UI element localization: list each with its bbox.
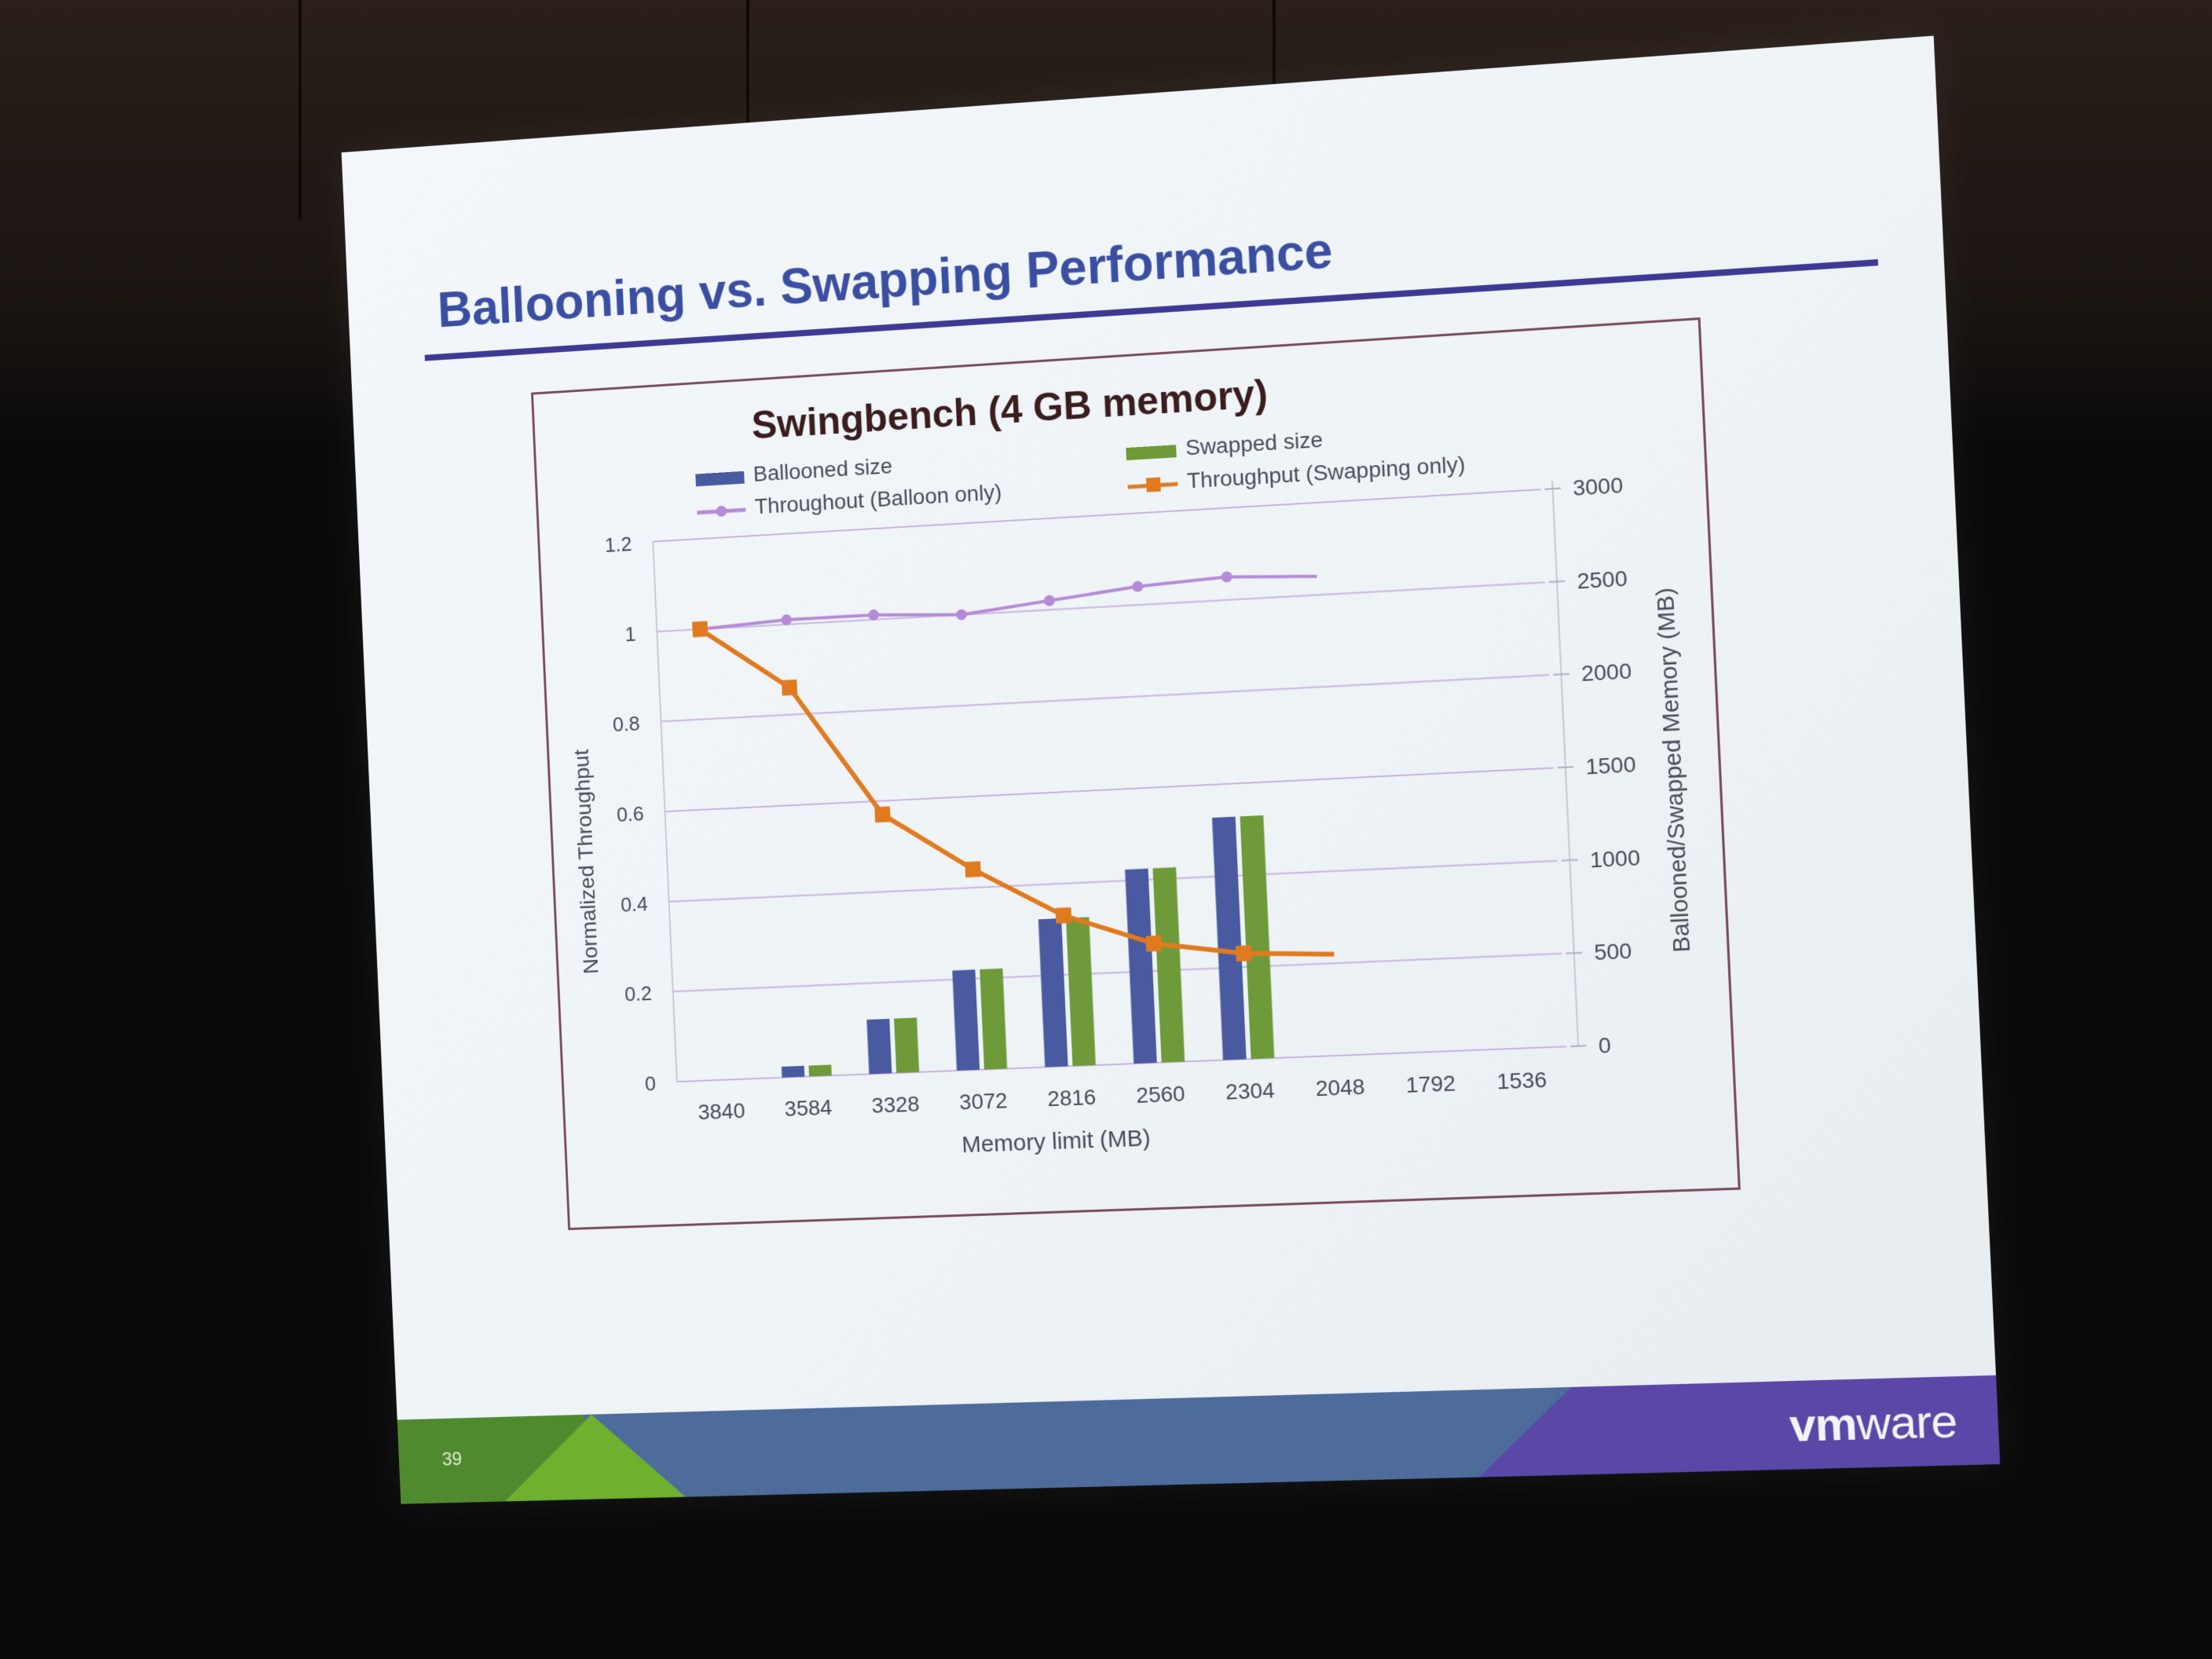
ballooned-bar: [1125, 869, 1157, 1064]
x-tick-label: 3584: [784, 1095, 833, 1121]
legend-swatch: [1126, 445, 1176, 460]
footer-lime-triangle: [501, 1412, 685, 1501]
y2-tick-mark: [1549, 581, 1565, 582]
legend-label: Throughput (Swapping only): [1186, 452, 1466, 493]
y-tick-label: 0.8: [612, 713, 640, 737]
y2-tick-label: 500: [1594, 939, 1632, 965]
page-number: 39: [441, 1448, 463, 1470]
gridline: [665, 768, 1554, 812]
chart-svg: Swingbench (4 GB memory) 00.20.40.60.811…: [533, 320, 1743, 1232]
wall-panel-seam: [298, 0, 302, 220]
x-tick-label: 3328: [871, 1091, 920, 1118]
swap-throughput-marker: [874, 807, 890, 823]
y2-tick-label: 2500: [1577, 566, 1628, 593]
swapped-bar: [1066, 917, 1096, 1066]
ballooned-bar: [782, 1066, 804, 1078]
gridline: [657, 582, 1544, 632]
x-tick-label: 2304: [1225, 1078, 1276, 1104]
gridlines: [653, 489, 1566, 1082]
y-tick-label: 0.4: [620, 893, 648, 917]
y2-tick-mark: [1566, 953, 1582, 954]
balloon-throughput-marker: [1044, 595, 1055, 606]
y-tick-label: 1.2: [604, 533, 632, 557]
swapped-bar: [808, 1064, 831, 1076]
swap-throughput-marker: [965, 861, 981, 877]
gridline: [673, 954, 1562, 991]
y-axis-label: Normalized Throughput: [569, 749, 602, 975]
legend-label: Swapped size: [1185, 427, 1324, 460]
swap-throughput-marker: [1236, 945, 1252, 961]
swapped-bar: [894, 1017, 919, 1073]
swap-throughput-marker: [1056, 907, 1072, 924]
y2-axis-label: Ballooned/Swapped Memory (MB): [1652, 587, 1696, 953]
y-tick-label: 1: [624, 623, 636, 646]
y2-axis-line: [1552, 481, 1578, 1046]
slide-footer: 39 vmware: [397, 1375, 2001, 1504]
y2-tick-label: 0: [1598, 1032, 1611, 1058]
swap-throughput-marker: [782, 679, 797, 696]
gridline: [669, 861, 1558, 902]
x-tick-label: 1792: [1405, 1071, 1456, 1097]
chart-frame: Swingbench (4 GB memory) 0 0.2 0.4 0.6 0.8 1 1…: [531, 317, 1741, 1230]
legend-label: Throughout (Balloon only): [754, 479, 1002, 518]
swap-throughput-marker: [692, 621, 708, 638]
y2-tick-label: 3000: [1573, 472, 1624, 500]
balloon-throughput-marker: [1221, 571, 1232, 583]
ballooned-bar: [1212, 817, 1247, 1060]
projected-slide: Ballooning vs. Swapping Performance Swin…: [342, 36, 2001, 1504]
x-tick-label: 2048: [1315, 1074, 1365, 1101]
x-tick-label: 3072: [959, 1088, 1009, 1115]
x-tick-label: 1536: [1496, 1067, 1547, 1093]
balloon-throughput-marker: [1132, 580, 1144, 592]
axes: 0 0.2 0.4 0.6 0.8 1 1.2 0 500 1000 1500 2000 2500 300…: [604, 472, 1650, 1126]
slide-title: Ballooning vs. Swapping Performance: [436, 221, 1334, 339]
x-tick-label: 2560: [1136, 1081, 1185, 1108]
y2-tick-label: 1000: [1589, 844, 1640, 872]
y2-tick-label: 2000: [1580, 658, 1632, 686]
y2-tick-mark: [1562, 860, 1577, 861]
y2-tick-label: 1500: [1585, 752, 1636, 779]
logo-prefix: vm: [1789, 1397, 1858, 1452]
y-tick-label: 0.2: [624, 983, 653, 1005]
legend-label: Ballooned size: [753, 453, 892, 486]
balloon-throughput-marker: [956, 609, 967, 621]
x-axis-label: Memory limit (MB): [961, 1125, 1152, 1158]
legend-marker: [1146, 478, 1161, 493]
swapped-bar: [1152, 867, 1185, 1063]
legend-marker: [716, 506, 727, 518]
y2-tick-mark: [1553, 674, 1569, 675]
y-tick-label: 0: [644, 1073, 656, 1095]
x-tick-label: 3840: [698, 1098, 745, 1124]
logo-suffix: ware: [1855, 1395, 1958, 1450]
vmware-logo: vmware: [1788, 1394, 1957, 1452]
ballooned-bar: [866, 1019, 892, 1074]
footer-purple-wedge: [1475, 1387, 1576, 1478]
x-tick-label: 2816: [1047, 1085, 1097, 1111]
ballooned-bar: [1038, 918, 1068, 1067]
y-tick-label: 0.6: [616, 803, 644, 826]
ballooned-bar: [952, 969, 980, 1071]
swapped-bar: [1240, 815, 1275, 1059]
swapped-bar: [980, 969, 1007, 1070]
swap-throughput-marker: [1145, 936, 1162, 952]
legend-swatch: [695, 471, 745, 486]
